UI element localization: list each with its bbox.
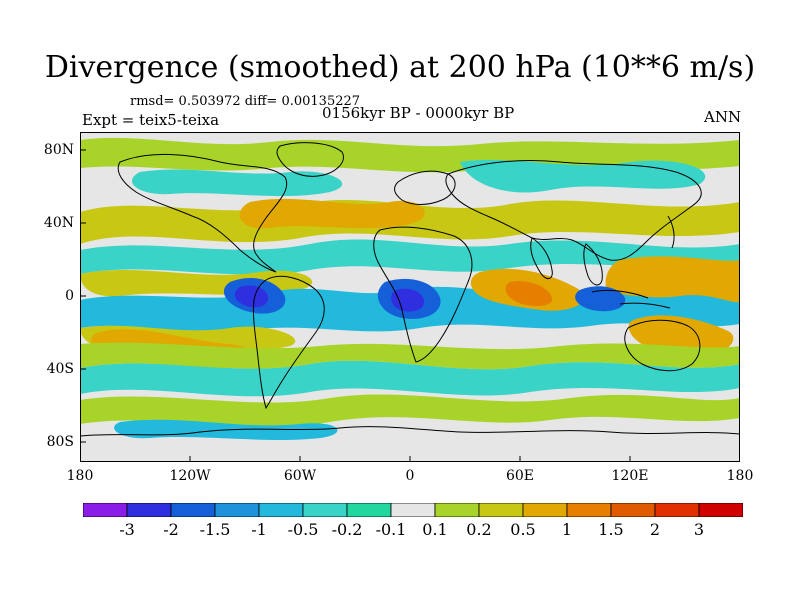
- lat-label-40s: 40S: [46, 361, 74, 377]
- lon-label-120e: 120E: [611, 468, 649, 484]
- field-pos-southern: [80, 394, 740, 427]
- field-pos-arctic: [80, 137, 740, 173]
- colorbar: [83, 503, 743, 517]
- colorbar-box-2: [170, 503, 216, 517]
- colorbar-label-9: 0.5: [510, 520, 536, 539]
- colorbar-label-3: -1: [251, 520, 267, 539]
- divergence-map: [80, 132, 740, 462]
- colorbar-box-12: [610, 503, 656, 517]
- colorbar-label-10: 1: [561, 520, 573, 539]
- colorbar-box-7: [390, 503, 436, 517]
- colorbar-label-12: 2: [649, 520, 661, 539]
- field-neg-arctic: [131, 169, 343, 197]
- field-neg-amazon-core: [234, 285, 269, 308]
- field-pos-midlat-s: [80, 342, 740, 370]
- lon-label-120w: 120W: [169, 468, 211, 484]
- axis-ticks: [80, 149, 631, 462]
- season-label: ANN: [704, 108, 742, 126]
- experiment-label: Expt = teix5-teixa: [82, 111, 220, 129]
- field-pos-westpac: [605, 256, 740, 304]
- field-neg-maritime: [575, 286, 626, 312]
- coast-europe: [394, 170, 456, 205]
- lon-label-180e: 180: [726, 468, 754, 484]
- colorbar-box-13: [654, 503, 700, 517]
- colorbar-label-1: -2: [163, 520, 179, 539]
- lon-label-60e: 60E: [505, 468, 535, 484]
- colorbar-box-3: [214, 503, 260, 517]
- lon-label-60w: 60W: [283, 468, 317, 484]
- colorbar-label-2: -1.5: [199, 520, 231, 539]
- colorbar-label-7: 0.1: [422, 520, 448, 539]
- colorbar-label-13: 3: [693, 520, 705, 539]
- lon-label-180w: 180: [66, 468, 94, 484]
- colorbar-box-1: [126, 503, 172, 517]
- colorbar-label-5: -0.2: [331, 520, 363, 539]
- plot-title: Divergence (smoothed) at 200 hPa (10**6 …: [44, 50, 756, 85]
- coast-japan: [667, 215, 675, 249]
- colorbar-label-4: -0.5: [287, 520, 319, 539]
- lat-label-40n: 40N: [43, 215, 74, 231]
- colorbar-box-0: [83, 503, 128, 517]
- field-neg-midlat-s: [80, 360, 740, 397]
- lat-label-eq: 0: [65, 288, 74, 304]
- field-neg-subtrop-n: [80, 239, 740, 275]
- colorbar-box-8: [434, 503, 480, 517]
- colorbar-label-6: -0.1: [375, 520, 407, 539]
- coast-south-america: [253, 275, 325, 410]
- colorbar-box-5: [302, 503, 348, 517]
- coast-indonesia: [591, 289, 671, 309]
- field-pos-indian-core: [505, 281, 553, 306]
- coast-indochina: [583, 243, 603, 286]
- lat-label-80n: 80N: [43, 142, 74, 158]
- colorbar-box-14: [698, 503, 743, 517]
- coast-asia: [445, 160, 702, 261]
- lon-label-0: 0: [405, 468, 415, 484]
- colorbar-box-6: [346, 503, 392, 517]
- period-label: 0156kyr BP - 0000kyr BP: [322, 104, 515, 122]
- coast-australia: [624, 319, 701, 372]
- colorbar-box-11: [566, 503, 612, 517]
- field-neg-eurasia: [460, 159, 706, 193]
- field-pos-atlantic-n: [239, 198, 425, 229]
- colorbar-box-9: [478, 503, 524, 517]
- coast-africa: [373, 226, 473, 363]
- coast-north-america: [117, 153, 288, 273]
- field-neg-africa-core: [391, 288, 424, 312]
- stats-line: rmsd= 0.503972 diff= 0.00135227: [130, 94, 361, 109]
- coast-antarctica: [80, 426, 740, 437]
- colorbar-box-4: [258, 503, 304, 517]
- lat-label-80s: 80S: [46, 434, 74, 450]
- colorbar-box-10: [522, 503, 568, 517]
- coast-greenland: [276, 142, 344, 177]
- colorbar-label-0: -3: [119, 520, 135, 539]
- colorbar-label-8: 0.2: [466, 520, 492, 539]
- colorbar-label-11: 1.5: [598, 520, 624, 539]
- coastlines: [80, 142, 740, 437]
- coast-india: [530, 237, 553, 279]
